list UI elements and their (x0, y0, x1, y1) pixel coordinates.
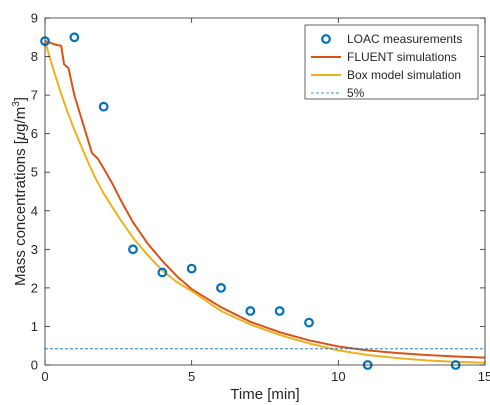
x-axis-title: Time [min] (230, 386, 299, 403)
data-point (128, 244, 138, 255)
y-axis-title-middle: g/m (12, 107, 29, 132)
legend-label-1: FLUENT simulations (347, 50, 457, 64)
y-axis-title-sup: 3 (11, 101, 22, 107)
data-point (69, 32, 80, 43)
x-tick-label: 0 (41, 369, 48, 384)
y-tick-label: 5 (31, 165, 38, 180)
legend-box (304, 24, 479, 100)
data-point (186, 263, 197, 274)
y-tick-label: 7 (31, 88, 38, 103)
y-axis-title-prefix: Mass concentrations [ (12, 139, 29, 286)
y-tick-label: 1 (31, 319, 38, 334)
y-tick-label: 8 (31, 49, 38, 64)
y-axis-title: Mass concentrations [μg/m3] (11, 97, 29, 286)
data-point (304, 317, 314, 328)
legend: LOAC measurements FLUENT simulations Box m… (304, 24, 479, 100)
legend-items: LOAC measurements FLUENT simulations Box m… (311, 32, 462, 100)
axis-ticks: 0 5 10 15 0 1 2 3 4 5 6 7 8 9 (31, 11, 490, 385)
data-point (157, 267, 168, 278)
legend-label-0: LOAC measurements (347, 32, 462, 46)
y-tick-label: 9 (31, 11, 38, 26)
y-tick-label: 2 (31, 280, 38, 295)
y-tick-label: 0 (31, 358, 38, 373)
data-point (216, 282, 226, 293)
x-tick-label: 5 (188, 369, 195, 384)
legend-label-3: 5% (347, 86, 365, 100)
x-tick-label: 15 (478, 369, 490, 384)
data-point (274, 306, 285, 316)
y-axis-title-mu: μ (12, 132, 29, 141)
series-markers (40, 32, 461, 370)
y-axis-title-suffix: ] (12, 97, 29, 101)
legend-label-2: Box model simulation (347, 68, 461, 82)
y-tick-label: 4 (31, 203, 38, 218)
legend-marker-0 (321, 34, 331, 44)
x-tick-label: 10 (331, 369, 345, 384)
data-point (245, 306, 256, 316)
series-lines (44, 40, 486, 364)
y-tick-label: 3 (31, 242, 38, 257)
data-point (98, 101, 109, 112)
y-tick-label: 6 (31, 126, 38, 141)
series-line-1 (44, 40, 486, 359)
series-line-2 (44, 40, 486, 364)
